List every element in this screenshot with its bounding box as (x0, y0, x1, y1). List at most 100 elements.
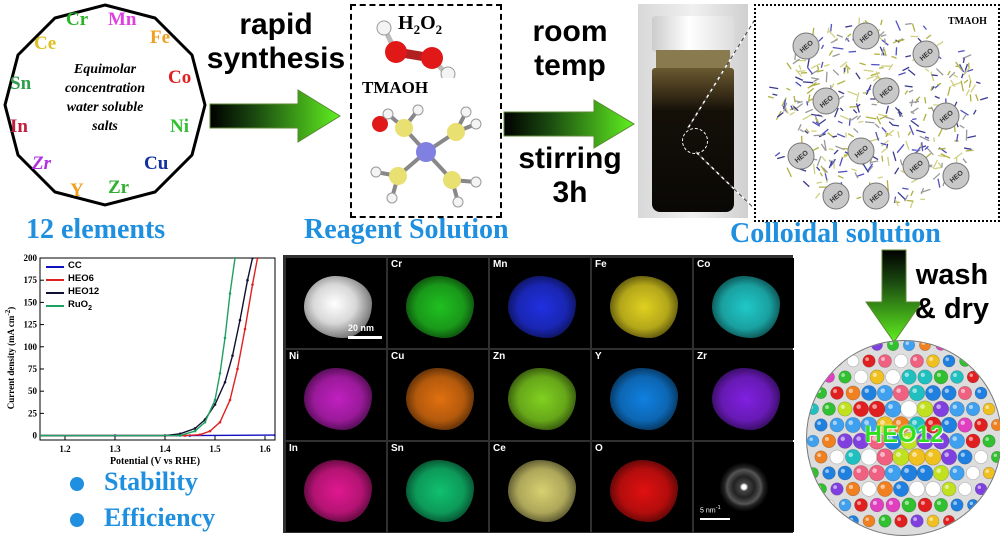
lsv-plot: 0 25 50 75 100 125 150 175 200 1.2 1.3 1.4 1.5 1.6 (24, 253, 276, 454)
sphere-ball-highlight (928, 452, 933, 457)
heo-nanoparticle (862, 182, 890, 210)
sphere-ball-highlight (834, 518, 837, 521)
sphere-ball (932, 400, 950, 418)
haadf-image: 20 nm (286, 258, 386, 348)
eds-map-zn: Zn (490, 350, 590, 440)
sphere-ball (893, 481, 909, 497)
sphere-ball-highlight (817, 453, 821, 457)
sphere-ball (934, 498, 948, 512)
series-point-4 (223, 336, 227, 340)
sphere-ball (949, 401, 965, 417)
desc-line-3: water soluble (66, 100, 144, 115)
sphere-ball (950, 370, 964, 384)
sphere-ball (993, 517, 1000, 525)
map-label: In (289, 443, 298, 454)
sphere-ball-highlight (920, 372, 925, 377)
y-tick-label: 100 (24, 342, 38, 352)
sphere-ball-highlight (952, 436, 957, 441)
sphere-ball (853, 465, 869, 481)
sphere-ball-highlight (986, 502, 989, 505)
sphere-ball-highlight (961, 357, 965, 361)
sphere-ball-highlight (873, 341, 877, 345)
o-symbol: O (420, 12, 436, 34)
y-tick-label: 25 (28, 408, 38, 418)
element-map-signal (610, 276, 678, 338)
desc-line-4: salts (92, 119, 118, 134)
map-label: Zn (493, 351, 506, 362)
element-map-signal (304, 460, 372, 522)
sphere-ball-highlight (849, 357, 853, 361)
sphere-ball-highlight (993, 421, 997, 425)
sphere-ball-highlight (895, 419, 901, 425)
sphere-ball-highlight (977, 421, 981, 425)
sphere-ball (869, 369, 885, 385)
sphere-ball-highlight (919, 435, 925, 441)
heo12-label: HEO12 (864, 421, 944, 448)
heo-nanoparticle (902, 152, 930, 180)
h2o2-formula: H2O2 (398, 12, 442, 38)
y-tick-label: 200 (24, 253, 38, 263)
sphere-ball (816, 356, 826, 366)
wash-word: wash (915, 259, 989, 291)
sphere-ball-highlight (810, 374, 813, 377)
sphere-ball (991, 451, 1000, 463)
sphere-ball-highlight (903, 435, 909, 441)
element-y-7: Y (70, 180, 84, 201)
sphere-ball (884, 400, 902, 418)
sphere-ball (886, 341, 900, 352)
sphere-ball (974, 450, 988, 464)
sphere-ball (807, 371, 819, 383)
sphere-ball-highlight (872, 436, 877, 441)
sphere-ball-highlight (944, 420, 949, 425)
sphere-ball (910, 354, 924, 368)
sphere-ball-highlight (904, 404, 909, 409)
series-point-3 (238, 318, 242, 322)
sphere-ball (917, 497, 933, 513)
heo-nanoparticle (847, 137, 875, 165)
element-fe-2: Fe (150, 27, 171, 48)
sphere-ball-highlight (928, 484, 933, 489)
colloid-zoom: HEO HEO HEO HEO HEO HEO HEO HEO HEO HEO HEO HEO TMA… (754, 4, 1000, 222)
y-tick-label: 150 (24, 297, 38, 307)
sphere-ball-highlight (920, 468, 925, 473)
sphere-ball (919, 341, 931, 351)
series-point-4 (193, 429, 197, 433)
arrow-synthesis (209, 89, 341, 143)
sphere-ball-highlight (944, 388, 949, 393)
sphere-ball (809, 341, 817, 349)
x-tick-label: 1.4 (159, 444, 171, 454)
sphere-ball (837, 465, 853, 481)
sphere-ball (877, 481, 893, 497)
sphere-ball-highlight (809, 469, 813, 473)
wash-dry-label: wash & dry (904, 258, 1000, 326)
efficiency-label: Efficiency (104, 503, 216, 532)
legend-swatch-3 (46, 292, 64, 294)
y-tick-label: 75 (28, 364, 38, 374)
element-zr-8: Zr (32, 153, 51, 174)
sphere-ball (992, 356, 1000, 366)
sphere-ball-highlight (832, 452, 837, 457)
series-point-4 (203, 420, 207, 424)
sphere-ball-highlight (857, 341, 861, 345)
sphere-ball (823, 371, 835, 383)
sphere-ball-highlight (840, 468, 845, 473)
chart-ylabel: Current density (mA cm-2) (4, 288, 16, 428)
zoom-circle (682, 128, 708, 154)
element-map-signal (406, 368, 474, 430)
sphere-ball-highlight (993, 453, 997, 457)
sphere-ball-highlight (881, 357, 885, 361)
sphere-ball (894, 354, 908, 368)
heo-nanoparticle (787, 142, 815, 170)
sphere-ball-highlight (978, 518, 981, 521)
sphere-ball (892, 448, 910, 466)
sphere-ball (950, 498, 964, 512)
sphere-ball-highlight (880, 484, 885, 489)
y-tick-label: 175 (24, 275, 38, 285)
heo-nanoparticle (792, 32, 820, 60)
sphere-ball-highlight (945, 517, 949, 521)
scale-bar-text: 20 nm (348, 323, 375, 333)
heo-nanoparticle (812, 87, 840, 115)
sphere-ball (951, 341, 963, 351)
h2o2-molecule (376, 20, 456, 78)
